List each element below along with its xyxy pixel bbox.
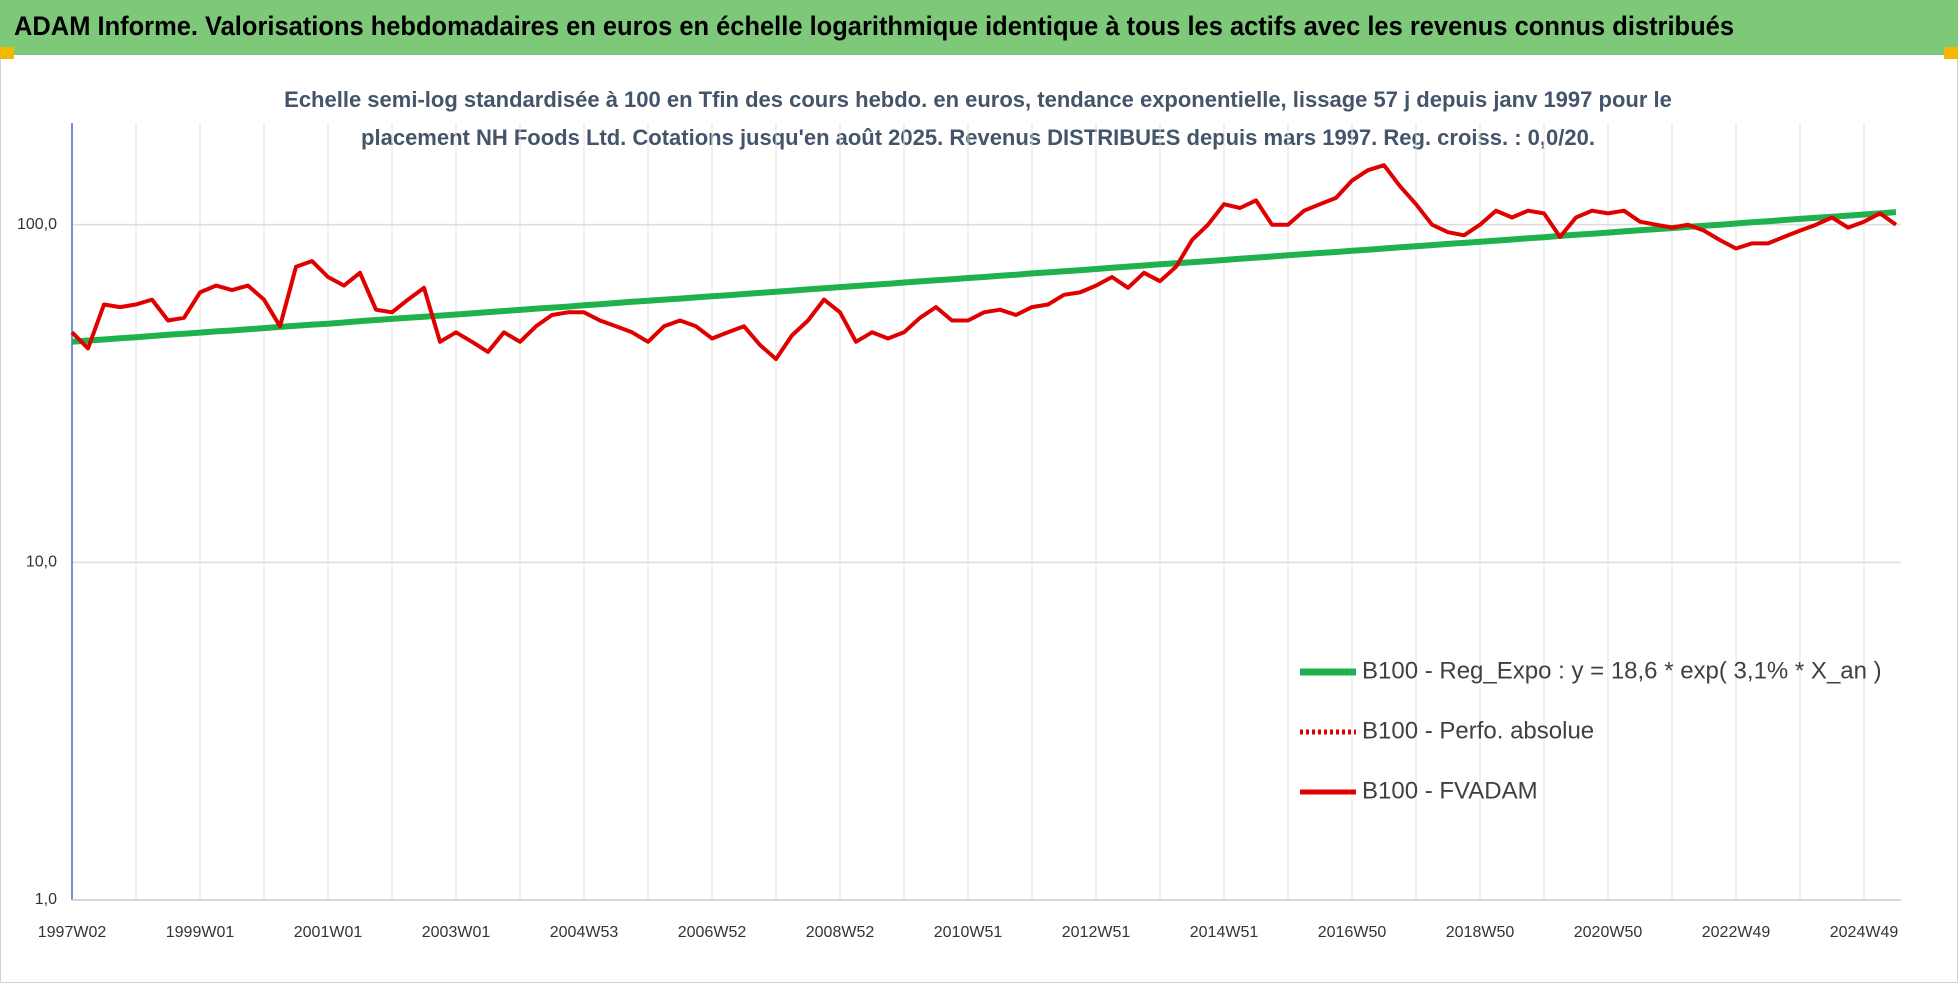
corner xyxy=(1944,47,1958,59)
legend-label: B100 - Perfo. absolue xyxy=(1362,717,1594,744)
x-tick-label: 2014W51 xyxy=(1190,924,1259,941)
x-tick-label: 1997W02 xyxy=(38,924,107,941)
x-tick-label: 2012W51 xyxy=(1062,924,1131,941)
series-line xyxy=(71,209,1897,345)
header-bar xyxy=(0,0,1958,55)
x-tick-label: 2003W01 xyxy=(422,924,491,941)
corner xyxy=(0,47,14,59)
x-tick-label: 2020W50 xyxy=(1574,924,1643,941)
x-tick-label: 2004W53 xyxy=(550,924,619,941)
chart-title: Echelle semi-log standardisée à 100 en T… xyxy=(284,87,1672,112)
y-tick-label: 100,0 xyxy=(17,216,57,233)
series-line xyxy=(70,163,1898,361)
y-tick-label: 1,0 xyxy=(35,891,57,908)
x-tick-label: 1999W01 xyxy=(166,924,235,941)
legend-label: B100 - FVADAM xyxy=(1362,777,1538,804)
x-tick-label: 2018W50 xyxy=(1446,924,1515,941)
x-tick-label: 2016W50 xyxy=(1318,924,1387,941)
x-tick-label: 2001W01 xyxy=(294,924,363,941)
x-tick-label: 2008W52 xyxy=(806,924,875,941)
x-tick-label: 2006W52 xyxy=(678,924,747,941)
legend-label: B100 - Reg_Expo : y = 18,6 * exp( 3,1% *… xyxy=(1362,657,1882,684)
header-title: ADAM Informe. Valorisations hebdomadaire… xyxy=(14,11,1734,41)
y-tick-label: 10,0 xyxy=(26,554,57,571)
x-tick-label: 2024W49 xyxy=(1830,924,1899,941)
x-tick-label: 2010W51 xyxy=(934,924,1003,941)
x-tick-label: 2022W49 xyxy=(1702,924,1771,941)
chart-title: placement NH Foods Ltd. Cotations jusqu'… xyxy=(361,125,1595,150)
